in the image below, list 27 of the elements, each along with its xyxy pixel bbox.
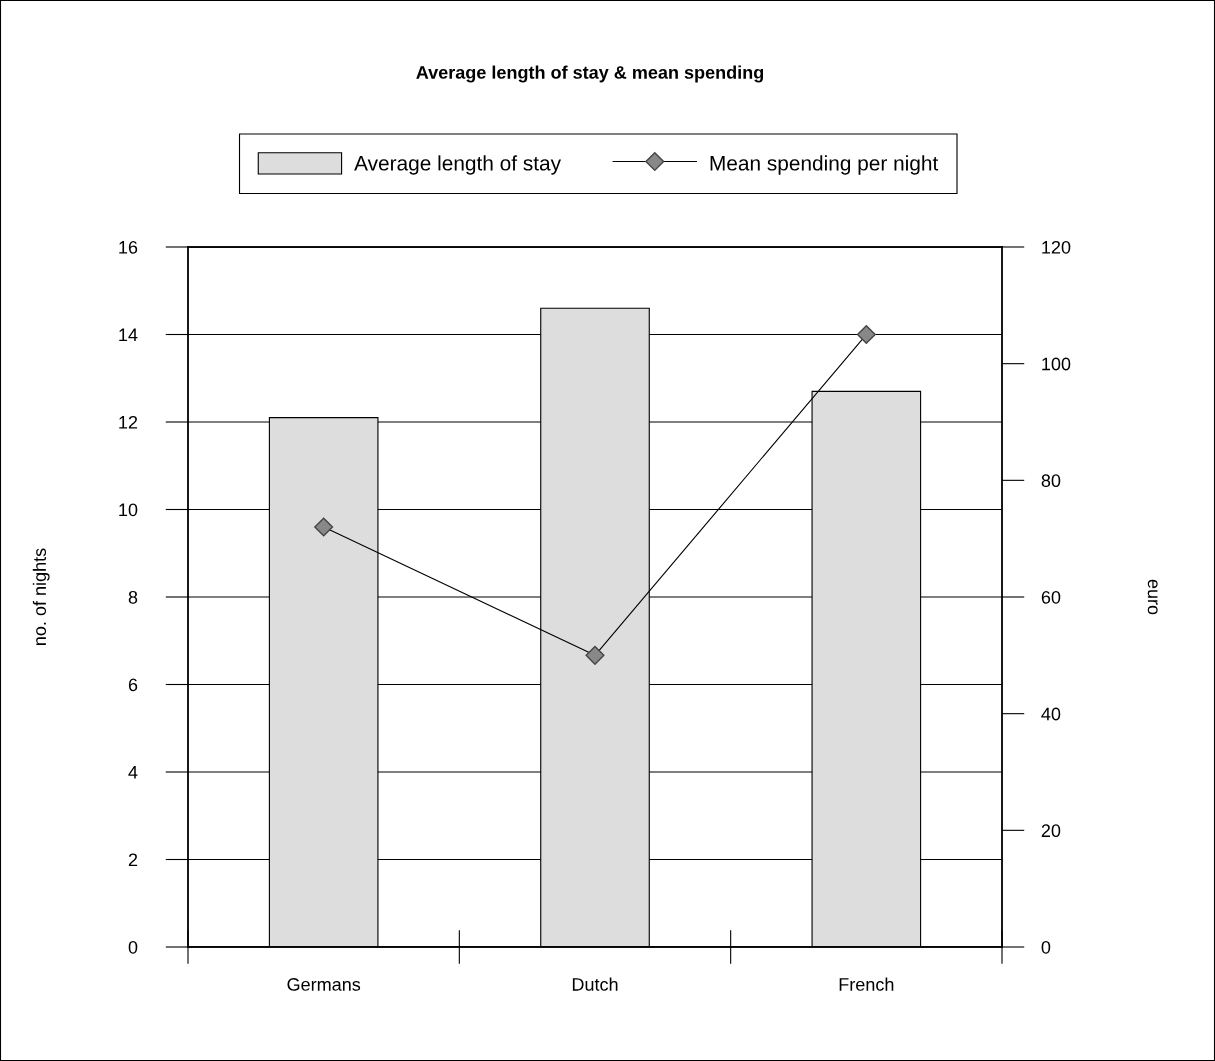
- y-tick-label: 12: [119, 415, 138, 429]
- y2-tick-label: 100: [1042, 357, 1071, 371]
- y-tick-label: 14: [119, 328, 138, 342]
- y2-tick-label: 60: [1041, 590, 1061, 604]
- y-tick-label: 16: [119, 240, 138, 254]
- y-tick-label: 0: [128, 940, 138, 954]
- y-tick-label: 6: [128, 678, 138, 692]
- y2-tick-label: 80: [1041, 474, 1061, 488]
- point: [856, 324, 876, 345]
- point: [314, 517, 334, 537]
- y-tick-label: 8: [128, 590, 138, 604]
- y2-axis-title: euro: [1147, 579, 1158, 615]
- y2-tick-label: 0: [1041, 940, 1051, 954]
- x-tick-label: Dutch: [572, 977, 618, 991]
- y-tick-label: 2: [128, 853, 138, 867]
- legend-label: Average length of stay: [354, 155, 561, 175]
- y-axis-title: no. of nights: [32, 548, 50, 645]
- chart-title: Average length of stay & mean spending: [416, 65, 764, 83]
- y2-tick-label: 20: [1041, 824, 1061, 838]
- y-tick-label: 4: [128, 766, 138, 779]
- y2-tick-label: 40: [1041, 707, 1061, 721]
- point: [585, 645, 605, 665]
- y-tick-label: 10: [119, 503, 138, 517]
- legend-label: Mean spending per night: [710, 155, 939, 175]
- x-tick-label: Germans: [287, 978, 361, 991]
- y2-tick-label: 120: [1042, 240, 1071, 254]
- x-tick-label: French: [839, 977, 894, 991]
